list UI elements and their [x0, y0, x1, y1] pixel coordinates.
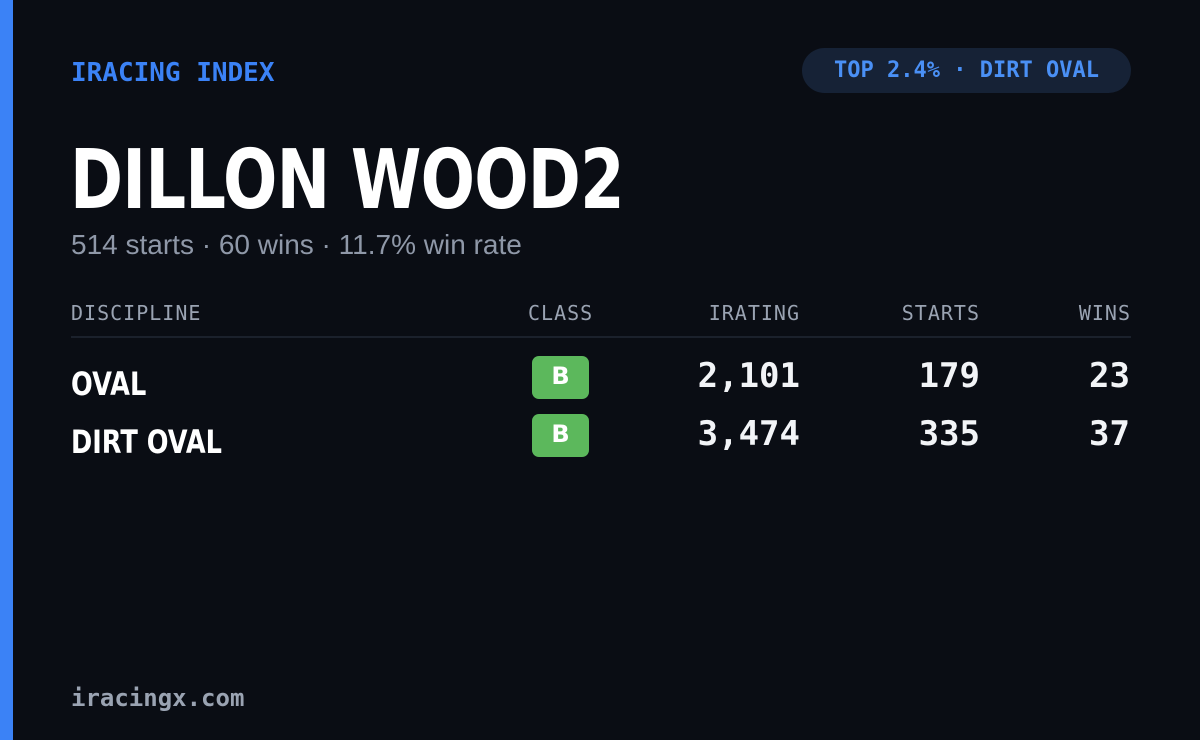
- accent-bar: [0, 0, 13, 740]
- class-badge: B: [532, 356, 589, 399]
- wins-cell: 23: [1089, 356, 1130, 396]
- table-row: DIRT OVAL B 3,474 335 37: [71, 410, 1131, 468]
- column-header-irating: IRATING: [708, 301, 800, 325]
- starts-cell: 335: [918, 414, 980, 454]
- discipline-cell: OVAL: [71, 365, 147, 403]
- discipline-cell: DIRT OVAL: [71, 423, 222, 461]
- column-header-wins: WINS: [1078, 301, 1131, 325]
- wins-cell: 37: [1089, 414, 1130, 454]
- column-header-discipline: DISCIPLINE: [71, 301, 202, 325]
- column-header-starts: STARTS: [901, 301, 980, 325]
- irating-cell: 2,101: [697, 356, 800, 396]
- table-row: OVAL B 2,101 179 23: [71, 352, 1131, 410]
- footer-site-link[interactable]: iracingx.com: [71, 684, 245, 712]
- stats-table: DISCIPLINE CLASS IRATING STARTS WINS OVA…: [71, 296, 1131, 468]
- driver-name: DILLON WOOD2: [70, 133, 625, 228]
- irating-cell: 3,474: [697, 414, 800, 454]
- brand-title: IRACING INDEX: [71, 58, 275, 88]
- rank-badge: TOP 2.4% · DIRT OVAL: [802, 48, 1131, 93]
- column-header-class: CLASS: [528, 301, 594, 325]
- class-badge: B: [532, 414, 589, 457]
- driver-summary: 514 starts · 60 wins · 11.7% win rate: [71, 229, 522, 260]
- starts-cell: 179: [918, 356, 980, 396]
- table-header: DISCIPLINE CLASS IRATING STARTS WINS: [71, 296, 1131, 338]
